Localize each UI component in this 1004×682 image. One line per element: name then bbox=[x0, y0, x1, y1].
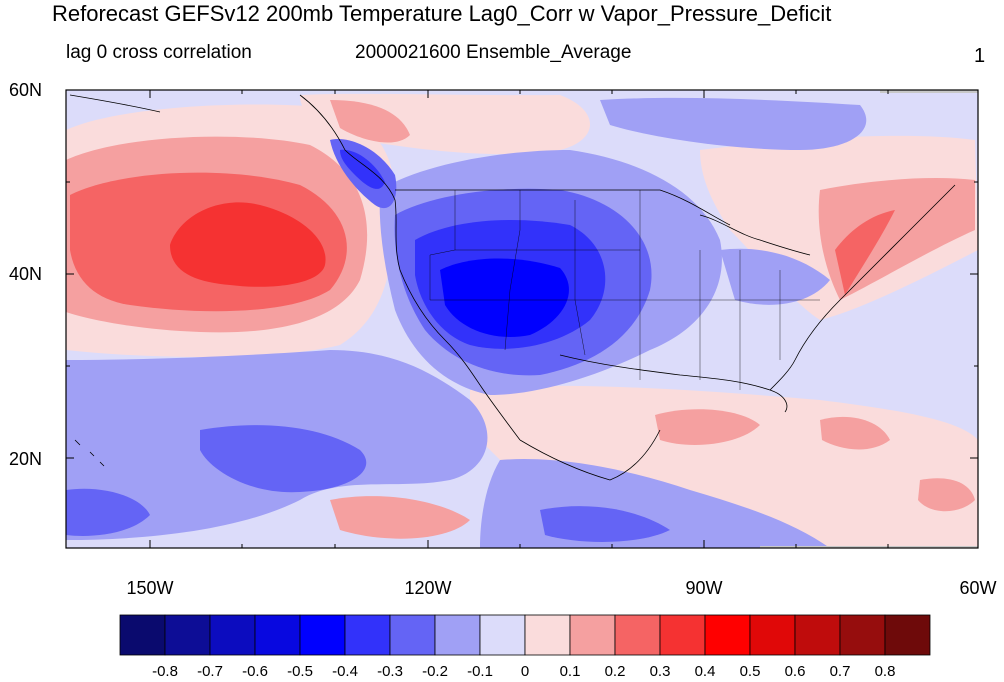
colorbar-label: 0.2 bbox=[604, 663, 626, 680]
map-field bbox=[66, 90, 978, 548]
northeast-negative-weak bbox=[600, 97, 867, 150]
colorbar-box bbox=[164, 614, 211, 656]
colorbar-label: 0.4 bbox=[694, 663, 716, 680]
colorbar-box bbox=[434, 614, 481, 656]
colorbar-box bbox=[884, 614, 931, 656]
colorbar-box bbox=[254, 614, 301, 656]
far-southwest-negative-mid bbox=[66, 488, 150, 536]
lon-label-120w: 120W bbox=[404, 578, 452, 598]
colorbar-box bbox=[389, 614, 436, 656]
colorbar-box bbox=[479, 614, 526, 656]
colorbar-label: 0.8 bbox=[874, 663, 896, 680]
southeast-positive-mid bbox=[918, 478, 975, 512]
colorbar-label: 0.3 bbox=[649, 663, 671, 680]
hawaii-line bbox=[74, 439, 105, 467]
west-coast-line bbox=[299, 94, 481, 386]
southwest-negative-mid bbox=[200, 425, 367, 493]
great-lakes-line bbox=[699, 214, 811, 256]
lat-label-60n: 60N bbox=[8, 80, 42, 100]
caribbean-positive-mid bbox=[820, 416, 890, 450]
subtitle-center: 2000021600 Ensemble_Average bbox=[355, 42, 632, 63]
lon-label-60w: 60W bbox=[959, 578, 997, 598]
colorbar-label: -0.7 bbox=[197, 663, 223, 680]
mask-bottom-right bbox=[760, 546, 978, 548]
colorbar-box bbox=[614, 614, 661, 656]
colorbar-box bbox=[299, 614, 346, 656]
colorbar-label: 0.7 bbox=[829, 663, 851, 680]
colorbar-label: 0 bbox=[520, 663, 530, 680]
east-positive-strong bbox=[835, 210, 895, 295]
colorbar-box bbox=[659, 614, 706, 656]
colorbar-box bbox=[704, 614, 751, 656]
gulf-positive-mid bbox=[655, 409, 760, 445]
mask-top-right bbox=[880, 90, 978, 93]
colorbar bbox=[119, 614, 931, 656]
northern-positive-mid bbox=[330, 100, 410, 143]
colorbar-box bbox=[209, 614, 256, 656]
florida-line bbox=[769, 359, 796, 391]
colorbar-label: -0.3 bbox=[377, 663, 403, 680]
colorbar-label: 0.5 bbox=[739, 663, 761, 680]
east-coast-line bbox=[794, 184, 956, 361]
subtitle-right: 1 bbox=[974, 45, 986, 67]
colorbar-label: -0.1 bbox=[467, 663, 493, 680]
coastlines bbox=[69, 94, 956, 481]
colorbar-box bbox=[569, 614, 616, 656]
colorbar-label: -0.5 bbox=[287, 663, 313, 680]
mexico-coast-line bbox=[519, 429, 661, 481]
lat-label-40n: 40N bbox=[8, 264, 42, 284]
colorbar-box bbox=[524, 614, 571, 656]
colorbar-box bbox=[839, 614, 886, 656]
colorbar-label: -0.2 bbox=[422, 663, 448, 680]
south-positive-mid bbox=[330, 496, 470, 539]
colorbar-box bbox=[749, 614, 796, 656]
canada-border-line bbox=[395, 189, 731, 226]
lon-label-150w: 150W bbox=[126, 578, 174, 598]
colorbar-label: -0.4 bbox=[332, 663, 358, 680]
central-negative-weak bbox=[720, 248, 830, 305]
northwest-negative-strong bbox=[340, 149, 385, 189]
tropical-negative-mid bbox=[540, 506, 670, 542]
colorbar-label: 0.6 bbox=[784, 663, 806, 680]
map-frame bbox=[65, 89, 979, 549]
colorbar-box bbox=[794, 614, 841, 656]
pacific-positive-core bbox=[170, 202, 326, 287]
gulf-coast-line bbox=[559, 354, 788, 413]
baja-line bbox=[479, 384, 521, 441]
colorbar-label: 0.1 bbox=[559, 663, 581, 680]
subtitle-left: lag 0 cross correlation bbox=[66, 42, 252, 63]
colorbar-box bbox=[119, 614, 166, 656]
plot-title: Reforecast GEFSv12 200mb Temperature Lag… bbox=[52, 1, 832, 26]
colorbar-box bbox=[344, 614, 391, 656]
lat-label-20n: 20N bbox=[8, 449, 42, 469]
west-negative-core bbox=[440, 258, 569, 337]
state-borders bbox=[429, 190, 820, 390]
colorbar-label: -0.8 bbox=[152, 663, 178, 680]
alaska-coast-line bbox=[69, 94, 161, 113]
colorbar-label: -0.6 bbox=[242, 663, 268, 680]
lon-label-90w: 90W bbox=[685, 578, 723, 598]
axis-ticks bbox=[66, 89, 978, 549]
